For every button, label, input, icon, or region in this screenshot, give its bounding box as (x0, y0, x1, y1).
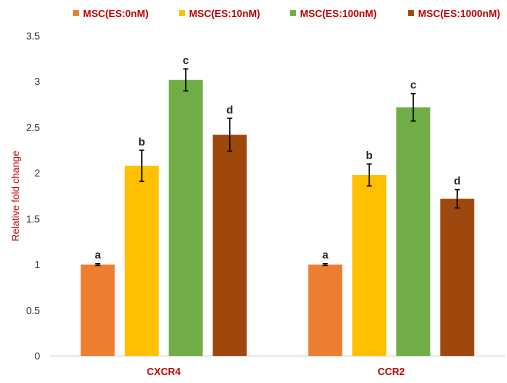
y-tick-label: 3 (34, 77, 40, 88)
bar-cxcr4-series-4 (212, 134, 247, 356)
bar-ccr2-series-2 (352, 174, 387, 356)
significance-label: c (410, 80, 416, 92)
y-tick-label: 1 (34, 260, 40, 271)
legend-entry-1: MSC(ES:0nM) (83, 9, 149, 20)
significance-label: d (226, 104, 233, 116)
bars-group (80, 79, 475, 356)
y-tick-label: 0 (34, 352, 40, 363)
category-labels-group: CXCR4 CCR2 (147, 367, 406, 378)
significance-label: d (454, 176, 461, 188)
chart-legend: MSC(ES:0nM) MSC(ES:10nM) MSC(ES:100nM) MSC(… (73, 9, 500, 20)
significance-label: b (366, 150, 373, 162)
significance-label: a (95, 250, 102, 262)
legend-entry-3: MSC(ES:100nM) (300, 9, 377, 20)
legend-swatch-4 (408, 10, 414, 16)
bar-cxcr4-series-2 (124, 165, 159, 356)
bar-ccr2-series-4 (440, 198, 475, 356)
y-tick-label: 1.5 (26, 214, 40, 225)
y-axis-ticks: 0 0.5 1 1.5 2 2.5 3 3.5 (26, 32, 40, 363)
bar-ccr2-series-3 (396, 107, 431, 356)
y-axis-label: Relative fold change (11, 150, 22, 241)
bar-ccr2-series-1 (308, 264, 343, 356)
legend-entry-2: MSC(ES:10nM) (189, 9, 260, 20)
significance-labels-group: a b c d a b c d (95, 55, 461, 262)
legend-swatch-3 (290, 10, 296, 16)
significance-label: c (183, 55, 189, 67)
bar-cxcr4-series-1 (80, 264, 115, 356)
legend-swatch-2 (179, 10, 185, 16)
y-tick-label: 0.5 (26, 306, 40, 317)
significance-label: b (138, 136, 145, 148)
y-tick-label: 2.5 (26, 123, 40, 134)
bar-cxcr4-series-3 (168, 79, 203, 356)
category-label-cxcr4: CXCR4 (147, 367, 181, 378)
legend-swatch-1 (73, 10, 79, 16)
y-tick-label: 2 (34, 169, 40, 180)
legend-entry-4: MSC(ES:1000nM) (418, 9, 500, 20)
category-label-ccr2: CCR2 (378, 367, 406, 378)
y-tick-label: 3.5 (26, 32, 40, 43)
significance-label: a (322, 250, 329, 262)
error-bars-group (95, 68, 460, 267)
